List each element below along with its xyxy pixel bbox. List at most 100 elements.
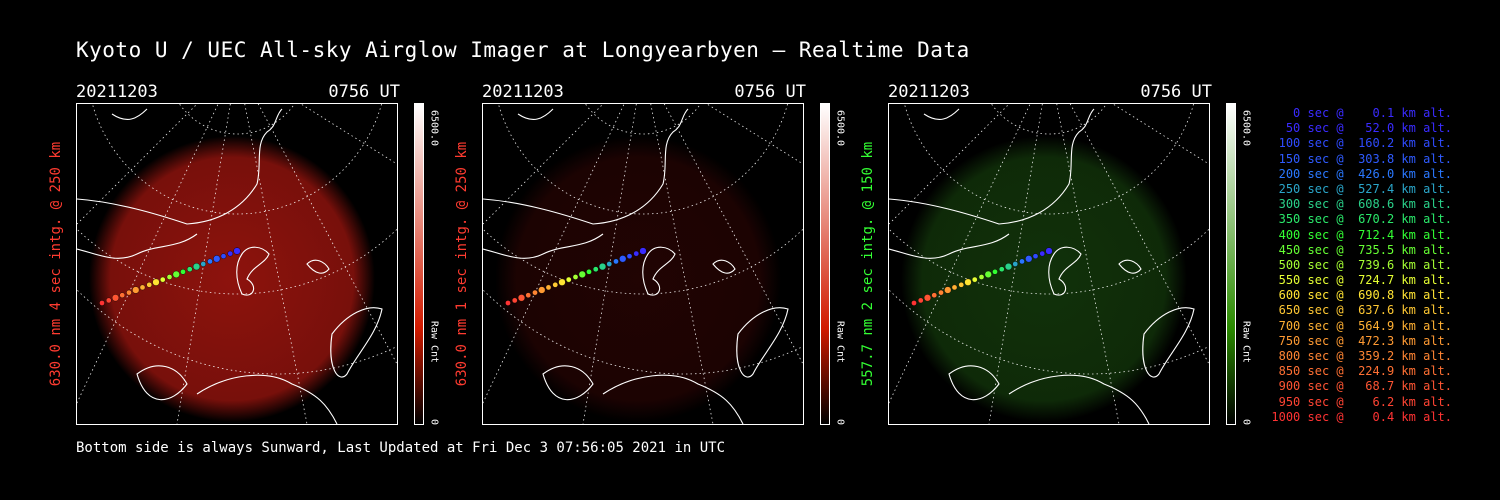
colorbar-max: 6500.0 xyxy=(1240,109,1252,147)
imager-panel-1: 20211203 0756 UT 630.0 nm 4 sec intg. @ … xyxy=(48,80,476,440)
trajectory-point xyxy=(1039,250,1046,257)
trajectory-point xyxy=(213,255,221,263)
trajectory-point xyxy=(180,268,186,275)
trajectory-point xyxy=(552,281,559,288)
panel-time: 0756 UT xyxy=(1140,82,1212,102)
trajectory-point xyxy=(207,258,213,265)
trajectory-point xyxy=(126,289,132,296)
colorbar-unit: Raw Cnt xyxy=(834,320,846,364)
trajectory-point xyxy=(998,266,1005,272)
trajectory-point xyxy=(923,294,932,302)
airglow-disk xyxy=(495,136,781,422)
trajectory-point xyxy=(545,284,552,291)
legend-row: 650 sec @ 637.6 km alt. xyxy=(1271,303,1452,318)
colorbar-max: 6500.0 xyxy=(834,109,846,147)
legend-row: 400 sec @ 712.4 km alt. xyxy=(1271,227,1452,242)
trajectory-point xyxy=(111,294,120,302)
legend-row: 150 sec @ 303.8 km alt. xyxy=(1271,151,1452,166)
airglow-disk xyxy=(89,136,375,422)
legend-row: 450 sec @ 735.5 km alt. xyxy=(1271,242,1452,257)
trajectory-point xyxy=(166,274,173,280)
trajectory-point xyxy=(558,278,566,286)
panel-date: 20211203 xyxy=(888,82,970,102)
trajectory-point xyxy=(1019,258,1025,265)
rocket-trajectory xyxy=(99,247,241,306)
coastline xyxy=(77,108,383,424)
colorbar-min: 0 xyxy=(834,418,846,426)
trajectory-point xyxy=(598,263,607,271)
trajectory-point xyxy=(1032,253,1039,259)
legend-row: 1000 sec @ 0.4 km alt. xyxy=(1271,409,1452,424)
legend-row: 900 sec @ 68.7 km alt. xyxy=(1271,379,1452,394)
imager-panel-3: 20211203 0756 UT 557.7 nm 2 sec intg. @ … xyxy=(860,80,1288,440)
trajectory-point xyxy=(1045,247,1053,255)
trajectory-point xyxy=(99,300,105,306)
trajectory-point xyxy=(951,284,958,291)
legend-row: 0 sec @ 0.1 km alt. xyxy=(1271,106,1452,120)
trajectory-point xyxy=(971,276,978,283)
trajectory-point xyxy=(984,270,992,279)
map-grid xyxy=(483,104,803,424)
trajectory-point xyxy=(964,278,972,286)
trajectory-point xyxy=(152,278,160,286)
panel-wavelength-label: 630.0 nm 4 sec intg. @ 250 km xyxy=(48,141,64,387)
trajectory-point xyxy=(525,292,532,298)
legend-row: 100 sec @ 160.2 km alt. xyxy=(1271,136,1452,151)
legend-row: 350 sec @ 670.2 km alt. xyxy=(1271,212,1452,227)
panel-date: 20211203 xyxy=(76,82,158,102)
legend-row: 600 sec @ 690.8 km alt. xyxy=(1271,288,1452,303)
legend-row: 300 sec @ 608.6 km alt. xyxy=(1271,197,1452,212)
page-title: Kyoto U / UEC All-sky Airglow Imager at … xyxy=(76,38,970,62)
trajectory-legend: 0 sec @ 0.1 km alt. 50 sec @ 52.0 km alt… xyxy=(1262,106,1452,425)
trajectory-point xyxy=(186,266,193,272)
trajectory-point xyxy=(633,250,640,257)
trajectory-point xyxy=(159,276,166,283)
trajectory-point xyxy=(911,300,917,306)
trajectory-point xyxy=(586,268,592,275)
trajectory-point xyxy=(227,250,234,257)
trajectory-point xyxy=(944,286,952,294)
allsky-map xyxy=(889,104,1209,424)
airglow-disk xyxy=(901,136,1187,422)
allsky-image xyxy=(482,103,804,425)
colorbar xyxy=(1226,103,1236,425)
colorbar-max: 6500.0 xyxy=(428,109,440,147)
panel-wavelength-label: 630.0 nm 1 sec intg. @ 250 km xyxy=(454,141,470,387)
trajectory-point xyxy=(505,300,511,306)
legend-row: 950 sec @ 6.2 km alt. xyxy=(1271,394,1452,409)
trajectory-point xyxy=(578,270,586,279)
panel-date: 20211203 xyxy=(482,82,564,102)
trajectory-point xyxy=(992,268,998,275)
colorbar-min: 0 xyxy=(428,418,440,426)
legend-row: 750 sec @ 472.3 km alt. xyxy=(1271,333,1452,348)
colorbar-min: 0 xyxy=(1240,418,1252,426)
trajectory-point xyxy=(613,258,619,265)
legend-row: 200 sec @ 426.0 km alt. xyxy=(1271,166,1452,181)
trajectory-point xyxy=(1004,263,1013,271)
rocket-trajectory xyxy=(911,247,1053,306)
colorbar-unit: Raw Cnt xyxy=(1240,320,1252,364)
trajectory-point xyxy=(220,253,227,259)
trajectory-point xyxy=(931,292,938,298)
coastline xyxy=(483,108,789,424)
trajectory-point xyxy=(938,289,944,296)
trajectory-point xyxy=(619,255,627,263)
trajectory-point xyxy=(626,253,633,259)
colorbar xyxy=(820,103,830,425)
allsky-map xyxy=(483,104,803,424)
trajectory-point xyxy=(917,297,924,304)
trajectory-point xyxy=(1025,255,1033,263)
trajectory-point xyxy=(146,281,153,288)
colorbar-unit: Raw Cnt xyxy=(428,320,440,364)
map-grid xyxy=(889,104,1209,424)
trajectory-point xyxy=(606,261,613,267)
trajectory-point xyxy=(200,261,207,267)
allsky-image xyxy=(76,103,398,425)
trajectory-point xyxy=(233,247,241,255)
trajectory-point xyxy=(139,284,146,291)
colorbar xyxy=(414,103,424,425)
legend-row: 50 sec @ 52.0 km alt. xyxy=(1271,121,1452,136)
trajectory-point xyxy=(132,286,140,294)
trajectory-point xyxy=(572,274,579,280)
trajectory-point xyxy=(172,270,180,279)
